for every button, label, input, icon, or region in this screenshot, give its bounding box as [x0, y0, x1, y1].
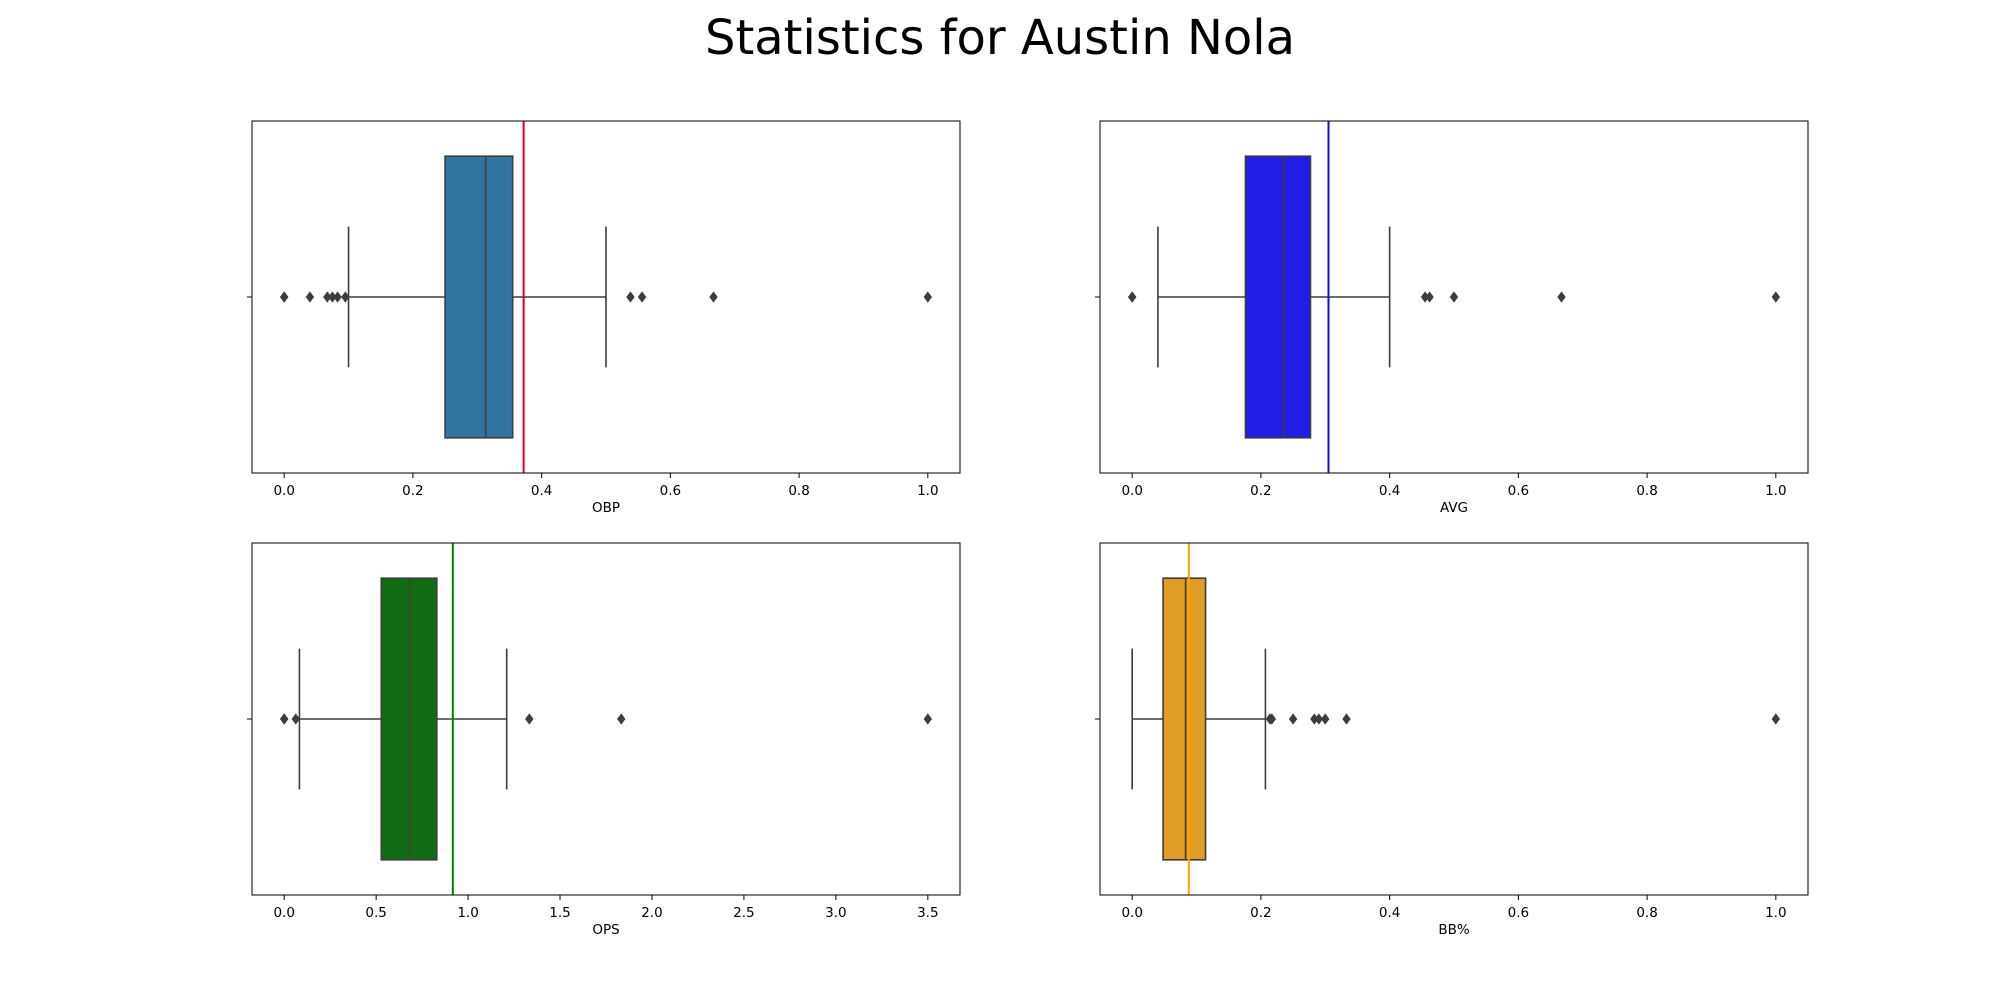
x-axis-label: AVG: [1440, 500, 1468, 516]
outlier-point: [525, 713, 534, 725]
outlier-point: [291, 713, 300, 725]
x-tick-label: 3.5: [917, 905, 938, 921]
outlier-point: [617, 713, 626, 725]
x-tick-label: 1.0: [457, 905, 478, 921]
outlier-point: [1771, 713, 1781, 725]
outlier-point: [1321, 713, 1330, 725]
x-tick-label: 2.0: [641, 905, 662, 921]
outlier-point: [328, 291, 337, 303]
x-tick-label: 0.4: [531, 483, 552, 499]
subplot-bb-pct: 0.0 0.2 0.4 0.6 0.8 1.0 BB%: [1095, 542, 1809, 938]
x-tick-label: 0.2: [402, 483, 423, 499]
x-tick-label: 0.8: [1636, 483, 1657, 499]
outlier-point: [1342, 713, 1351, 725]
x-tick-label: 1.0: [1765, 905, 1786, 921]
outlier-point: [1771, 291, 1781, 303]
x-tick-label: 0.6: [1508, 905, 1529, 921]
subplot-obp: 0.0 0.2 0.4 0.6 0.8 1.0 OBP: [247, 120, 961, 516]
iqr-box: [1244, 155, 1312, 439]
x-tick-label: 1.5: [549, 905, 570, 921]
x-tick-label: 0.4: [1379, 905, 1400, 921]
x-tick-label: 2.5: [733, 905, 754, 921]
outlier-point: [923, 713, 933, 725]
x-tick-label: 0.0: [1121, 483, 1142, 499]
x-tick-label: 3.0: [825, 905, 846, 921]
iqr-box: [1162, 577, 1207, 861]
outlier-point: [637, 291, 647, 303]
x-tick-label: 0.2: [1250, 483, 1271, 499]
subplot-ops: 0.0 0.5 1.0 1.5 2.0 2.5 3.0 3.5 OPS: [247, 542, 961, 938]
iqr-box: [444, 155, 514, 439]
x-tick-label: 0.0: [273, 905, 294, 921]
x-tick-label: 0.0: [1121, 905, 1142, 921]
x-tick-label: 1.0: [1765, 483, 1786, 499]
outlier-point: [279, 291, 289, 303]
x-axis-label: OBP: [592, 500, 620, 516]
outlier-point: [1267, 713, 1277, 725]
x-tick-label: 0.5: [365, 905, 386, 921]
x-tick-label: 0.8: [788, 483, 809, 499]
x-axis-label: OPS: [592, 922, 619, 938]
outlier-point: [305, 291, 315, 303]
outlier-point: [1449, 291, 1459, 303]
x-tick-label: 1.0: [917, 483, 938, 499]
subplot-avg: 0.0 0.2 0.4 0.6 0.8 1.0 AVG: [1095, 120, 1809, 516]
x-tick-label: 0.4: [1379, 483, 1400, 499]
x-tick-label: 0.6: [1508, 483, 1529, 499]
x-tick-label: 0.8: [1636, 905, 1657, 921]
outlier-point: [1310, 713, 1319, 725]
outlier-point: [626, 291, 635, 303]
outlier-point: [1425, 291, 1434, 303]
outlier-point: [341, 291, 350, 303]
outlier-point: [709, 291, 718, 303]
figure-title: Statistics for Austin Nola: [704, 10, 1296, 66]
outlier-point: [923, 291, 933, 303]
outlier-point: [1314, 713, 1324, 725]
outlier-point: [1288, 713, 1298, 725]
outlier-point: [1557, 291, 1566, 303]
outlier-point: [1420, 291, 1430, 303]
x-axis-label: BB%: [1438, 922, 1470, 938]
outlier-point: [1127, 291, 1137, 303]
x-tick-label: 0.2: [1250, 905, 1271, 921]
outlier-point: [279, 713, 289, 725]
x-tick-label: 0.6: [660, 483, 681, 499]
outlier-point: [323, 291, 332, 303]
x-tick-label: 0.0: [273, 483, 294, 499]
outlier-point: [333, 291, 342, 303]
